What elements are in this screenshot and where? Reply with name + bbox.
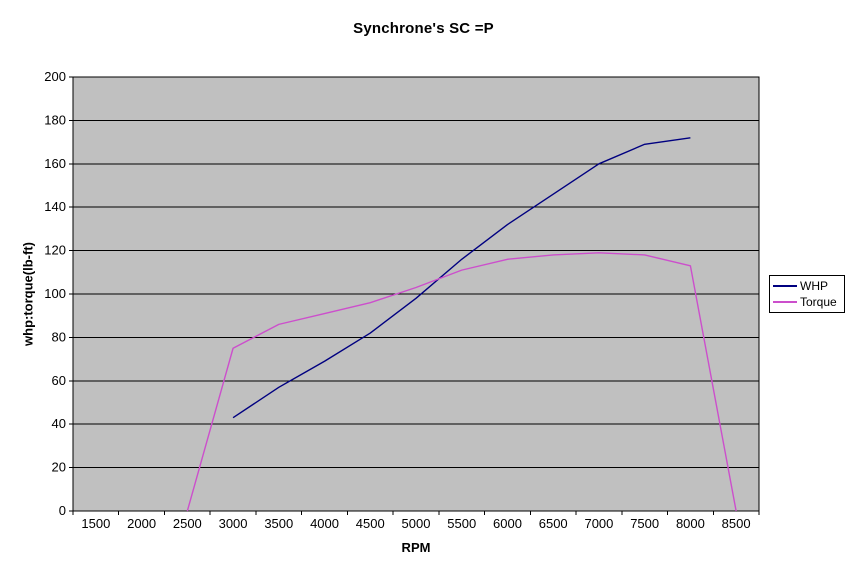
legend-line-sample-whp [773,285,797,287]
y-tick-label: 140 [44,199,66,214]
x-tick-label: 4500 [356,516,385,531]
x-tick-label: 3000 [219,516,248,531]
x-tick-label: 8000 [676,516,705,531]
y-tick-label: 40 [52,416,66,431]
y-tick-label: 200 [44,69,66,84]
chart-title: Synchrone's SC =P [353,20,494,37]
x-tick-label: 6000 [493,516,522,531]
x-tick-label: 6500 [539,516,568,531]
x-tick-label: 1500 [81,516,110,531]
x-tick-label: 2500 [173,516,202,531]
legend: WHP Torque [769,275,845,313]
y-tick-label: 80 [52,329,66,344]
legend-label-torque: Torque [800,295,837,309]
legend-item-whp: WHP [773,278,841,294]
x-tick-label: 7500 [630,516,659,531]
legend-line-sample-torque [773,301,797,303]
y-tick-label: 20 [52,460,66,475]
x-tick-label: 2000 [127,516,156,531]
legend-item-torque: Torque [773,294,841,310]
x-tick-label: 3500 [264,516,293,531]
x-tick-label: 5000 [402,516,431,531]
series-line-whp [232,137,691,419]
y-tick-label: 60 [52,373,66,388]
x-axis-title: RPM [401,540,431,555]
x-tick-label: 7000 [584,516,613,531]
legend-label-whp: WHP [800,279,828,293]
x-tick-label: 5500 [447,516,476,531]
y-tick-label: 100 [44,286,66,301]
x-tick-label: 4000 [310,516,339,531]
x-tick-label: 8500 [722,516,751,531]
y-tick-label: 180 [44,112,66,127]
series-line-torque [186,252,737,512]
y-tick-label: 160 [44,156,66,171]
y-tick-label: 120 [44,243,66,258]
y-tick-label: 0 [59,503,66,518]
